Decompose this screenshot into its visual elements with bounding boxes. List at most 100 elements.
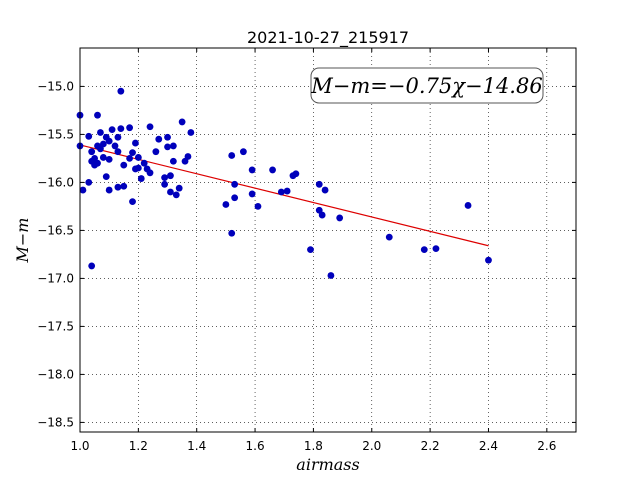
data-point — [175, 184, 183, 192]
data-point — [172, 191, 180, 199]
data-point — [108, 126, 116, 133]
data-point — [321, 186, 329, 194]
data-point — [167, 188, 174, 196]
data-point — [114, 148, 122, 156]
data-point — [187, 129, 195, 136]
data-point — [239, 148, 247, 156]
data-point — [307, 246, 314, 254]
data-point — [336, 214, 344, 222]
data-point — [269, 166, 276, 174]
data-point — [318, 211, 326, 219]
data-point — [184, 153, 192, 160]
x-tick-label: 2.6 — [537, 439, 556, 453]
data-point — [167, 172, 174, 180]
data-point — [146, 123, 154, 131]
y-tick-label: −18.0 — [37, 367, 74, 381]
data-point — [102, 173, 110, 181]
y-tick-label: −16.0 — [37, 175, 74, 189]
data-point — [146, 169, 154, 177]
y-axis-label: M−m — [13, 218, 32, 264]
fit-equation-text: M−m=−0.75χ−14.86 — [310, 74, 542, 98]
x-tick-label: 1.4 — [187, 439, 206, 453]
data-point — [126, 155, 133, 162]
data-point — [137, 175, 145, 182]
data-point — [114, 183, 122, 191]
data-point — [85, 179, 93, 186]
x-tick-label: 2.4 — [479, 439, 498, 453]
data-points — [76, 87, 492, 279]
data-point — [114, 133, 122, 141]
y-tick-label: −15.0 — [37, 79, 74, 93]
data-point — [111, 142, 119, 150]
data-point — [155, 135, 163, 143]
data-point — [105, 186, 113, 194]
data-point — [117, 87, 125, 95]
data-point — [164, 143, 171, 151]
data-point — [283, 187, 291, 195]
data-point — [117, 125, 125, 133]
data-point — [129, 149, 136, 157]
data-point — [105, 137, 113, 145]
x-tick-label: 1.8 — [304, 439, 323, 453]
data-point — [231, 194, 239, 202]
data-point — [248, 190, 256, 198]
data-point — [99, 140, 107, 148]
x-axis-label: airmass — [296, 455, 359, 474]
y-tick-label: −16.5 — [37, 223, 74, 237]
data-point — [169, 142, 177, 150]
data-point — [120, 161, 128, 169]
data-point — [152, 148, 160, 156]
axis-ticks: 1.0 1.2 1.4 1.6 1.8 2.0 2.2 2.4 2.6 −15.0 −15.5 −16… — [37, 48, 576, 453]
fit-equation-box: M−m=−0.75χ−14.86 — [310, 67, 544, 104]
x-tick-label: 1.2 — [129, 439, 148, 453]
data-point — [94, 111, 101, 119]
data-point — [222, 201, 230, 208]
fit-line — [79, 144, 489, 247]
x-tick-label: 1.6 — [246, 439, 265, 453]
x-tick-label: 1.0 — [70, 439, 89, 453]
data-point — [315, 180, 323, 188]
data-point — [228, 229, 236, 237]
data-point — [432, 245, 440, 253]
data-point — [126, 124, 133, 132]
x-tick-label: 2.2 — [421, 439, 440, 453]
data-point — [464, 202, 472, 209]
data-point — [129, 198, 136, 206]
y-tick-label: −18.5 — [37, 415, 74, 429]
data-point — [485, 256, 492, 264]
data-point — [105, 155, 113, 163]
x-tick-label: 2.0 — [362, 439, 381, 453]
data-point — [161, 174, 169, 182]
data-point — [169, 157, 177, 165]
data-point — [327, 272, 335, 279]
data-point — [385, 233, 393, 241]
data-point — [164, 133, 171, 141]
data-point — [178, 118, 186, 126]
y-tick-label: −15.5 — [37, 127, 74, 141]
grid-lines — [80, 48, 576, 432]
fit-line-layer — [79, 144, 489, 247]
data-point — [79, 186, 87, 194]
y-tick-label: −17.0 — [37, 271, 74, 285]
data-point — [161, 180, 169, 188]
data-point — [134, 164, 142, 172]
data-point — [231, 180, 239, 188]
data-point — [85, 132, 93, 140]
data-point — [132, 139, 139, 147]
data-point — [248, 166, 256, 174]
y-tick-label: −17.5 — [37, 319, 74, 333]
data-point — [277, 188, 285, 196]
data-point — [228, 152, 236, 159]
data-point — [94, 159, 101, 167]
data-point — [134, 154, 142, 161]
fit-equation-frame — [310, 67, 544, 104]
data-point — [292, 170, 300, 178]
chart-title: 2021-10-27_215917 — [247, 28, 409, 48]
plot-frame — [79, 47, 577, 433]
data-point — [140, 159, 148, 167]
data-point — [97, 129, 104, 136]
data-point — [88, 262, 96, 270]
data-point — [420, 246, 428, 254]
data-point — [120, 182, 128, 190]
